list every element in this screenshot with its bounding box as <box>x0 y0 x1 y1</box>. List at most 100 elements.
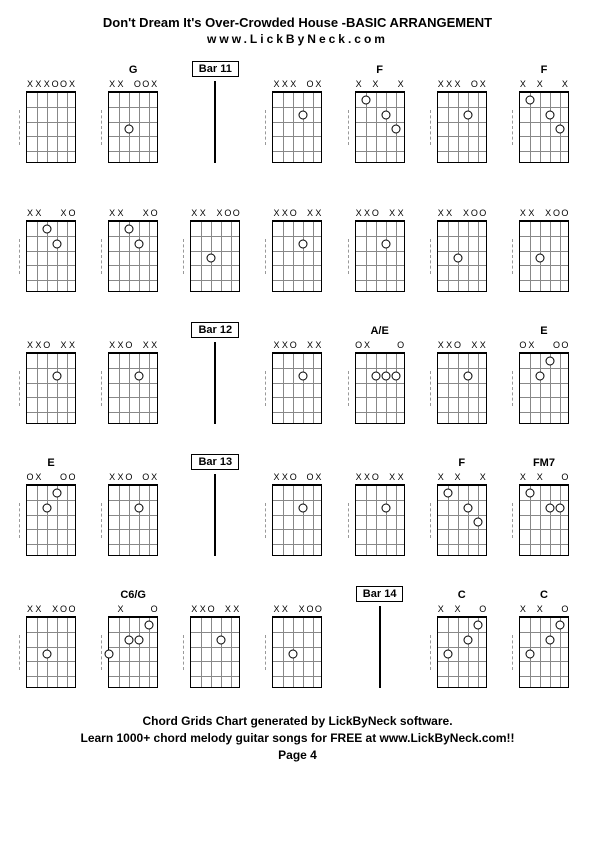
fretboard <box>519 91 569 163</box>
finger-dot <box>145 621 154 630</box>
chord-cell: XXOXX <box>344 193 416 292</box>
chord-label: FM7 <box>533 457 555 471</box>
fretboard <box>355 91 405 163</box>
finger-dot <box>125 635 134 644</box>
fretboard <box>437 91 487 163</box>
fretboard <box>108 91 158 163</box>
finger-dot <box>105 650 114 659</box>
finger-dot <box>43 225 52 234</box>
chord-cell: A/EOXO <box>344 325 416 424</box>
finger-dot <box>53 489 62 498</box>
mute-row: OXOO <box>26 473 76 483</box>
bar-marker: Bar 13 <box>179 454 251 556</box>
mute-row: XXOXX <box>272 209 322 219</box>
chord-cell: XXXO <box>97 193 169 292</box>
mute-row: XXX <box>519 80 569 90</box>
chord-cell: CXXO <box>508 589 580 688</box>
fretboard <box>108 220 158 292</box>
finger-dot <box>53 239 62 248</box>
chord-cell: XXOXX <box>179 589 251 688</box>
finger-dot <box>125 125 134 134</box>
fretboard <box>272 484 322 556</box>
chord-label: C6/G <box>120 589 146 603</box>
bar-line <box>214 342 216 424</box>
finger-dot <box>299 239 308 248</box>
chord-label: E <box>540 325 547 339</box>
finger-dot <box>53 371 62 380</box>
page-title: Don't Dream It's Over-Crowded House -BAS… <box>15 15 580 30</box>
fretboard <box>355 484 405 556</box>
mute-row: XXOOX <box>272 473 322 483</box>
fretboard <box>272 91 322 163</box>
finger-dot <box>289 650 298 659</box>
bar-label: Bar 14 <box>356 586 404 602</box>
chord-label: G <box>129 64 138 78</box>
mute-row: XXO <box>437 605 487 615</box>
finger-dot <box>525 96 534 105</box>
finger-dot <box>525 650 534 659</box>
chord-cell: XXOXX <box>15 325 87 424</box>
finger-dot <box>135 503 144 512</box>
chord-label: F <box>458 457 465 471</box>
finger-dot <box>207 254 216 263</box>
chord-cell: XXOXX <box>344 457 416 556</box>
fretboard <box>519 352 569 424</box>
fretboard <box>108 616 158 688</box>
chord-cell: XXXOO <box>179 193 251 292</box>
finger-dot <box>361 96 370 105</box>
fretboard <box>272 220 322 292</box>
fretboard <box>437 484 487 556</box>
finger-dot <box>453 254 462 263</box>
mute-row: XXXOO <box>26 605 76 615</box>
mute-row: XXXOO <box>190 209 240 219</box>
fretboard <box>272 352 322 424</box>
mute-row: XXO <box>519 473 569 483</box>
finger-dot <box>381 239 390 248</box>
fretboard <box>519 616 569 688</box>
finger-dot <box>381 110 390 119</box>
finger-dot <box>545 503 554 512</box>
bar-label: Bar 12 <box>191 322 239 338</box>
mute-row: XO <box>108 605 158 615</box>
finger-dot <box>299 371 308 380</box>
chord-cell: XXXOO <box>15 589 87 688</box>
finger-dot <box>545 357 554 366</box>
chord-cell: XXOXX <box>261 193 333 292</box>
mute-row: XXOXX <box>355 473 405 483</box>
chord-cell: CXXO <box>426 589 498 688</box>
fretboard <box>26 616 76 688</box>
finger-dot <box>555 621 564 630</box>
finger-dot <box>535 371 544 380</box>
mute-row: XXXOX <box>272 80 322 90</box>
bar-line <box>214 474 216 556</box>
bar-label: Bar 13 <box>191 454 239 470</box>
finger-dot <box>545 110 554 119</box>
footer-page: Page 4 <box>15 747 580 764</box>
bar-label: Bar 11 <box>192 61 239 77</box>
finger-dot <box>371 371 380 380</box>
mute-row: XXXOO <box>519 209 569 219</box>
chord-cell: XXXOX <box>261 64 333 163</box>
chord-cell: XXOXX <box>426 325 498 424</box>
mute-row: XXXOO <box>437 209 487 219</box>
mute-row: XXOXX <box>355 209 405 219</box>
chord-cell: XXXOOX <box>15 64 87 163</box>
footer: Chord Grids Chart generated by LickByNec… <box>15 713 580 763</box>
finger-dot <box>443 650 452 659</box>
finger-dot <box>443 489 452 498</box>
chord-label: F <box>376 64 383 78</box>
finger-dot <box>135 371 144 380</box>
finger-dot <box>545 635 554 644</box>
chord-cell: GXXOOX <box>97 64 169 163</box>
chord-cell: XXXOX <box>426 64 498 163</box>
mute-row: XXOXX <box>437 341 487 351</box>
chord-row: EOXOOXXOOXBar 13XXOOXXXOXXFXXXFM7XXO <box>15 454 580 556</box>
bar-marker: Bar 14 <box>344 586 416 688</box>
footer-line1: Chord Grids Chart generated by LickByNec… <box>15 713 580 730</box>
finger-dot <box>555 125 564 134</box>
fretboard <box>272 616 322 688</box>
mute-row: OXOO <box>519 341 569 351</box>
fretboard <box>108 484 158 556</box>
finger-dot <box>299 110 308 119</box>
finger-dot <box>525 489 534 498</box>
